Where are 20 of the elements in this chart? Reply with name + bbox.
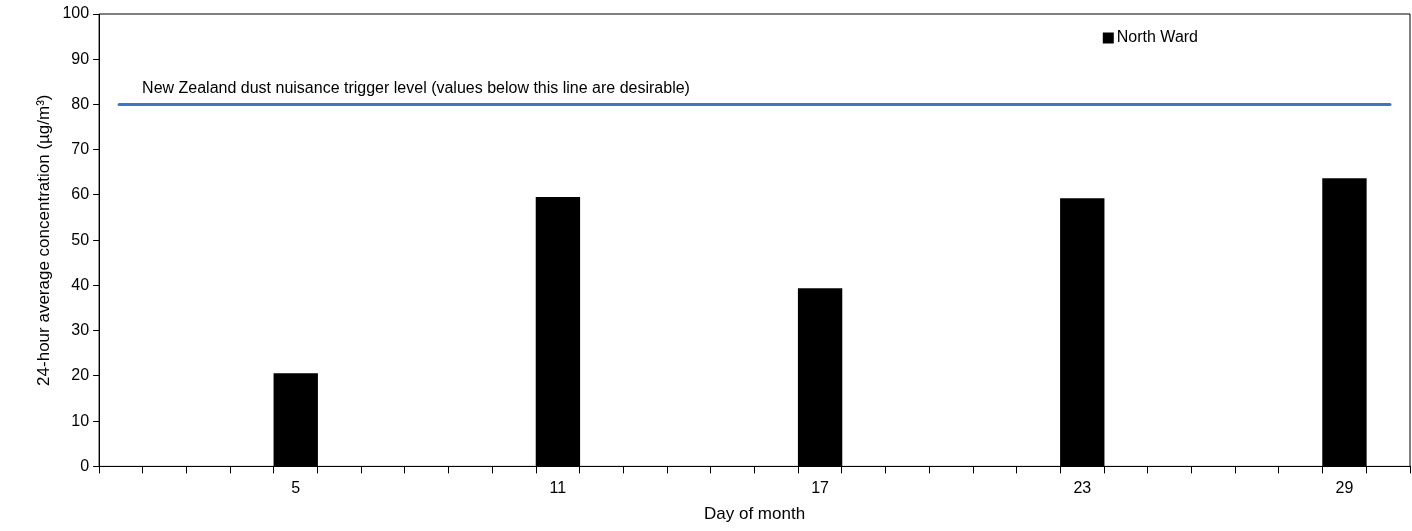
y-tick-label: 70 [71,140,90,158]
y-tick-label: 80 [71,94,90,112]
y-tick-label: 60 [71,185,90,203]
x-tick-label: 11 [549,479,567,497]
y-tick-label: 100 [62,4,90,22]
x-tick-label: 17 [811,479,830,497]
y-tick-label: 90 [71,49,90,67]
x-tick-label: 23 [1073,479,1092,497]
x-tick-label: 29 [1335,479,1354,497]
x-tick-label: 5 [291,479,301,497]
y-tick-label: 50 [71,230,90,248]
y-tick-label: 20 [71,366,90,384]
y-axis-title: 24-hour average concentration (µg/m³) [33,94,53,386]
ref-line-label: New Zealand dust nuisance trigger level (values below this line are desirable) [142,78,690,96]
y-tick-label: 0 [80,456,90,474]
y-tick-label: 30 [71,321,90,339]
legend-label: North Ward [1116,28,1198,46]
y-tick-label: 10 [71,411,90,429]
y-tick-label: 40 [71,275,90,293]
x-axis-title: Day of month [703,504,806,524]
